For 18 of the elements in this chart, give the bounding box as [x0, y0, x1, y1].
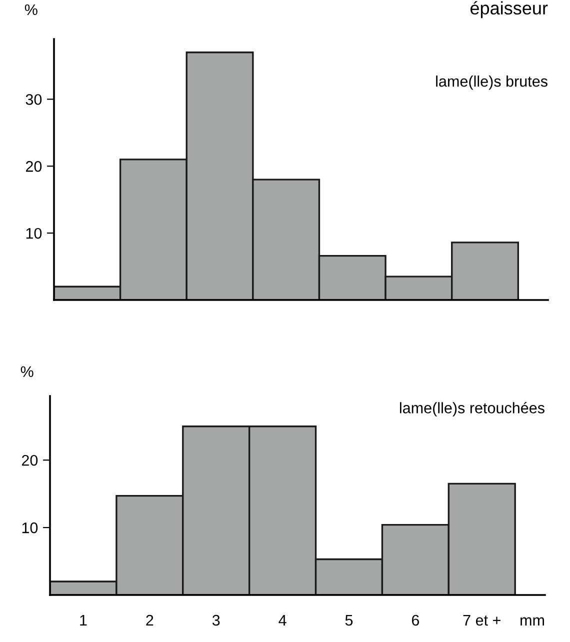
x-tick-label: 3	[212, 614, 220, 626]
annotation: lame(lle)s brutes	[436, 76, 548, 90]
x-tick-label: 7 et +	[463, 615, 500, 626]
y-tick-label: 10	[26, 228, 42, 239]
y-axis-title: %	[24, 4, 38, 16]
y-tick-label: 30	[26, 94, 42, 105]
chart-title: épaisseur	[470, 1, 548, 18]
y-tick-label: 20	[22, 454, 38, 466]
x-tick-label: 5	[345, 615, 353, 626]
x-tick-label: 6	[412, 614, 420, 626]
x-tick-label: 4	[278, 615, 286, 626]
annotation: lame(lle)s retouchées	[400, 402, 544, 416]
y-tick-label: 10	[22, 522, 38, 534]
x-tick-label: 2	[146, 614, 154, 626]
y-tick-label: 20	[26, 161, 42, 172]
y-axis-title: %	[20, 366, 34, 377]
x-axis-title: mm	[520, 617, 544, 626]
x-tick-label: 1	[80, 615, 87, 626]
